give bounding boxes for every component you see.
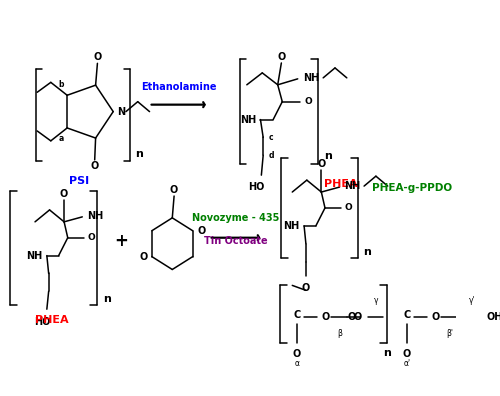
Text: O: O xyxy=(353,312,362,322)
Text: β: β xyxy=(337,329,342,338)
Text: O: O xyxy=(322,312,330,322)
Text: NH: NH xyxy=(240,114,257,125)
Text: γ': γ' xyxy=(469,296,476,305)
Text: O: O xyxy=(277,52,285,62)
Text: b: b xyxy=(58,80,64,89)
Text: NH: NH xyxy=(344,181,360,191)
Text: C: C xyxy=(293,310,300,320)
Text: O: O xyxy=(90,161,99,171)
Text: HO: HO xyxy=(34,317,50,327)
Text: O: O xyxy=(347,312,356,322)
Text: C: C xyxy=(403,310,410,320)
Text: O: O xyxy=(292,349,301,359)
Text: O: O xyxy=(345,204,352,212)
Text: n: n xyxy=(103,294,111,304)
Text: NH: NH xyxy=(87,211,103,221)
Text: α': α' xyxy=(403,359,410,368)
Text: d: d xyxy=(268,151,274,160)
Text: O: O xyxy=(170,185,178,195)
Text: Novozyme - 435: Novozyme - 435 xyxy=(192,213,280,223)
Text: NH: NH xyxy=(303,73,320,83)
Text: n: n xyxy=(324,151,332,161)
Text: N: N xyxy=(117,107,125,116)
Text: Ethanolamine: Ethanolamine xyxy=(141,82,216,92)
Text: n: n xyxy=(363,247,370,257)
Text: O: O xyxy=(139,251,147,262)
Text: a: a xyxy=(58,134,64,143)
Text: c: c xyxy=(268,133,274,142)
Text: O: O xyxy=(402,349,411,359)
Text: n: n xyxy=(383,348,390,358)
Text: n: n xyxy=(136,149,143,159)
Text: PHEA: PHEA xyxy=(34,315,68,325)
Text: NH: NH xyxy=(26,251,42,261)
Text: O: O xyxy=(302,284,310,293)
Text: O: O xyxy=(305,97,312,106)
Text: β': β' xyxy=(446,329,453,338)
Text: Tin Octoate: Tin Octoate xyxy=(204,236,268,246)
Text: α: α xyxy=(294,359,300,368)
Text: γ: γ xyxy=(374,296,378,305)
Text: O: O xyxy=(88,233,96,242)
Text: PSI: PSI xyxy=(68,176,88,186)
Text: OH: OH xyxy=(487,312,500,322)
Text: +: + xyxy=(114,232,128,250)
Text: O: O xyxy=(60,189,68,199)
Text: HO: HO xyxy=(248,182,264,192)
Text: O: O xyxy=(94,52,102,62)
Text: O: O xyxy=(432,312,440,322)
Text: O: O xyxy=(198,226,205,236)
Text: NH: NH xyxy=(284,221,300,231)
Text: PHEA: PHEA xyxy=(324,179,358,189)
Text: PHEA-g-PPDO: PHEA-g-PPDO xyxy=(372,183,452,193)
Text: O: O xyxy=(317,159,326,169)
